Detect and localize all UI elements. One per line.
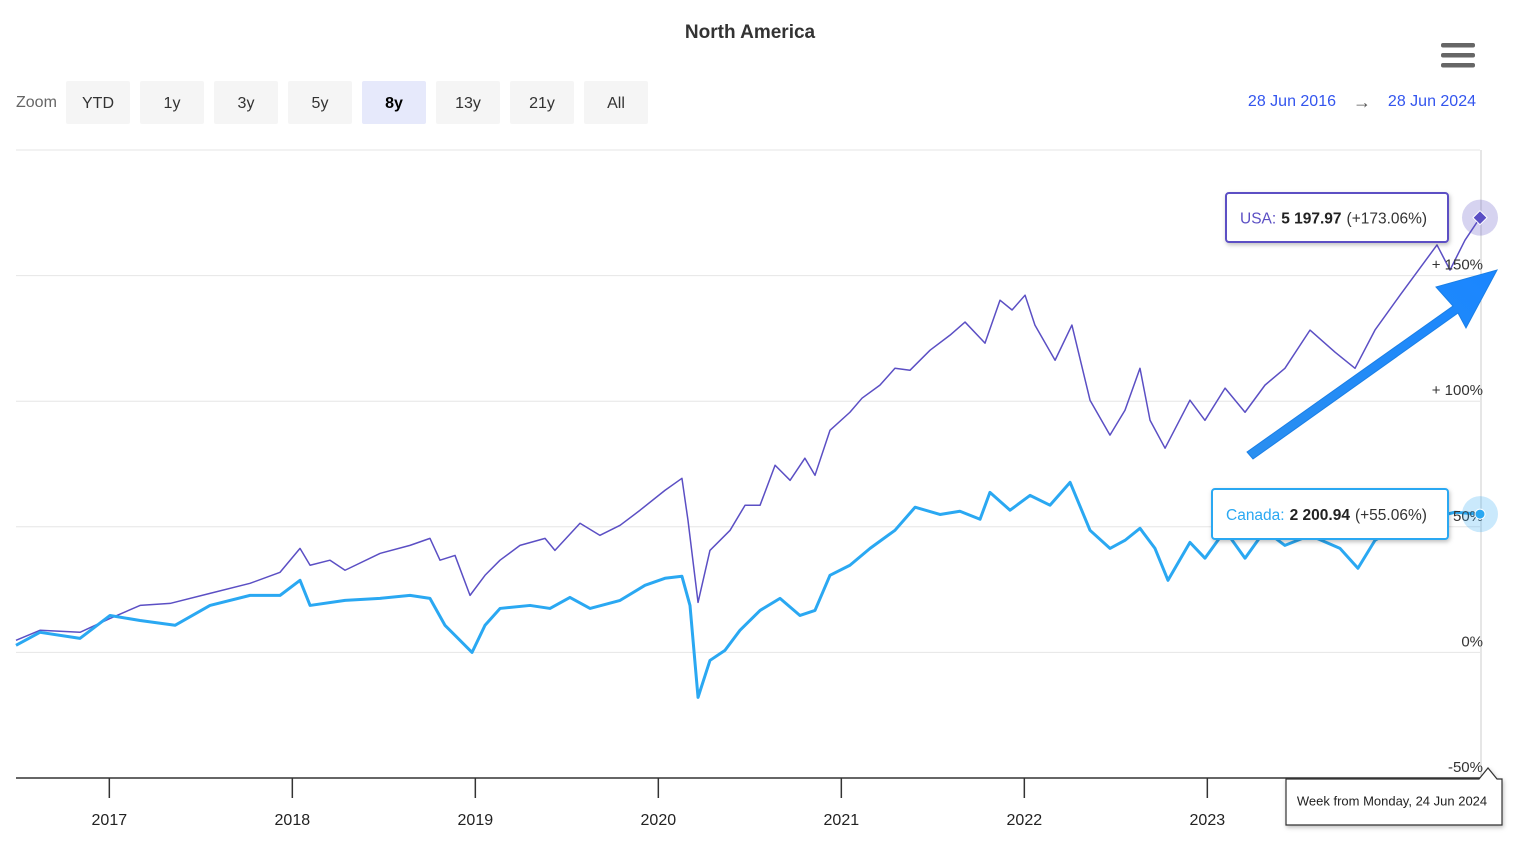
range-button[interactable]: 21y: [510, 81, 574, 124]
tooltip-name: USA:: [1240, 211, 1276, 228]
date-arrow: →: [1353, 92, 1371, 112]
range-button-label: 21y: [529, 95, 555, 112]
range-button-bg: [584, 81, 648, 124]
y-tick-label: 0%: [1461, 633, 1483, 650]
tooltip-value: 2 200.94: [1290, 507, 1351, 524]
x-tick-label: 2020: [641, 812, 677, 829]
range-button-bg: [140, 81, 204, 124]
x-axis: 2017 2018 2019 2020 2021 2022 2023: [92, 778, 1226, 829]
menu-bar: [1441, 53, 1475, 58]
tooltips: USA: 5 197.97 (+173.06%) Canada: 2 200.94 (+5…: [1211, 192, 1449, 540]
series-group: [15, 217, 1481, 699]
x-tick-label: 2021: [824, 812, 860, 829]
y-tick-label: -50%: [1448, 759, 1483, 776]
tooltip-text: Canada: 2 200.94 (+55.06%): [1226, 507, 1427, 524]
end-markers: [1462, 199, 1498, 533]
tooltip: USA: 5 197.97 (+173.06%): [1225, 192, 1449, 243]
date-to[interactable]: 28 Jun 2024: [1388, 93, 1476, 110]
y-tick-label: + 150%: [1432, 257, 1483, 274]
tooltip-change: (+173.06%): [1347, 211, 1428, 228]
menu-button[interactable]: [1441, 43, 1475, 68]
tooltip-change: (+55.06%): [1355, 507, 1427, 524]
y-tick-label: + 100%: [1432, 382, 1483, 399]
end-marker: [1472, 209, 1488, 226]
range-button[interactable]: 3y: [214, 81, 278, 124]
tooltip-value: 5 197.97: [1281, 211, 1341, 228]
zoom-label: Zoom: [16, 94, 57, 111]
range-button-label: 3y: [238, 95, 255, 112]
tooltip-bg: [1211, 488, 1449, 540]
range-button[interactable]: 5y: [288, 81, 352, 124]
x-tick-label: 2023: [1190, 812, 1226, 829]
crosshair-label: Week from Monday, 24 Jun 2024: [1297, 793, 1487, 808]
menu-bar: [1441, 63, 1475, 68]
range-button-bg: [436, 81, 500, 124]
range-button-label: 5y: [312, 95, 329, 112]
tooltip-name: Canada:: [1226, 507, 1285, 524]
y-tick-label: + 50%: [1440, 508, 1483, 525]
crosshair-label-bg: [1285, 767, 1503, 826]
range-button-label: All: [607, 95, 625, 112]
x-tick-label: 2018: [275, 812, 311, 829]
x-tick-label: 2017: [92, 812, 128, 829]
range-button-label: YTD: [82, 95, 114, 112]
crosshair-label-box: Week from Monday, 24 Jun 2024: [1285, 767, 1503, 826]
chart-title: North America: [685, 22, 816, 43]
tooltip-bg: [1225, 192, 1449, 243]
range-button-bg: [510, 81, 574, 124]
y-axis: -50% 0% + 50% + 100% + 150%: [1432, 257, 1483, 776]
range-button[interactable]: YTD: [66, 81, 130, 124]
range-button-label: 1y: [164, 95, 181, 112]
range-button-bg: [362, 81, 426, 124]
range-button-bg: [214, 81, 278, 124]
grid: [16, 275, 1480, 653]
tooltip-text: USA: 5 197.97 (+173.06%): [1240, 211, 1427, 228]
range-button-label: 13y: [455, 95, 481, 112]
x-tick-label: 2019: [458, 812, 494, 829]
menu-bar: [1441, 43, 1475, 48]
range-button[interactable]: 8y: [362, 81, 426, 124]
date-from[interactable]: 28 Jun 2016: [1248, 93, 1336, 110]
x-tick-label: 2022: [1007, 812, 1043, 829]
tooltip: Canada: 2 200.94 (+55.06%): [1211, 488, 1449, 540]
series-line: [15, 217, 1481, 642]
range-button-label: 8y: [385, 95, 403, 112]
range-button[interactable]: 13y: [436, 81, 500, 124]
range-button[interactable]: All: [584, 81, 648, 124]
range-button-bg: [288, 81, 352, 124]
range-buttons: YTD 1y 3y 5y 8y 13y 21y All: [66, 81, 648, 124]
range-button-bg: [66, 81, 130, 124]
end-marker: [1474, 508, 1486, 520]
range-button[interactable]: 1y: [140, 81, 204, 124]
annotation-arrow: [1246, 269, 1498, 460]
